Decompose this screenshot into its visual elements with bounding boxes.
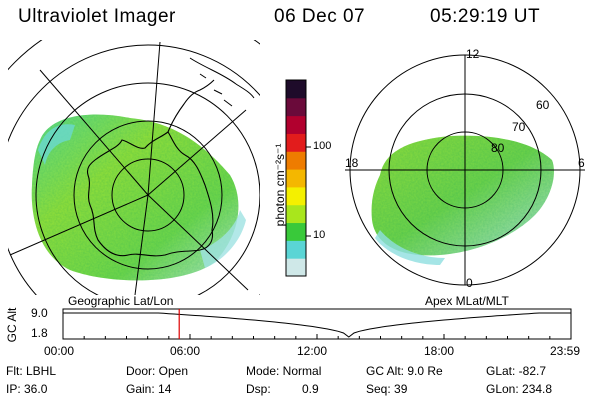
mlt-label-6: 6 (578, 156, 585, 170)
colorbar-band (286, 151, 306, 170)
colorbar-unit-label: photon cm⁻²s⁻¹ (273, 143, 287, 227)
colorbar-band (286, 115, 306, 134)
altitude-plot (62, 308, 572, 340)
time-tick-0600: 06:00 (170, 344, 201, 358)
colorbar-band (286, 186, 306, 206)
colorbar-band (286, 240, 306, 259)
colorbar-tick-100: 100 (313, 140, 332, 152)
time-tick-0000: 00:00 (44, 344, 75, 358)
mlat-label-70: 70 (512, 120, 526, 134)
altitude-ytick-9: 9.0 (31, 306, 48, 320)
colorbar-tick-10: 10 (313, 229, 326, 241)
door-status: Door: Open (126, 364, 189, 378)
colorbar-band (286, 80, 306, 99)
mlat-label-80: 80 (491, 141, 505, 155)
altitude-axis-label: GC Alt (5, 307, 19, 343)
mlt-label-18: 18 (345, 156, 359, 170)
glat-status: GLat: -82.7 (486, 364, 547, 378)
mlt-label-12: 12 (466, 47, 480, 61)
south-america-outline (189, 57, 255, 107)
mode-status: Mode: Normal (246, 364, 322, 378)
antarctica-coastline (86, 131, 214, 257)
gc-alt-status: GC Alt: 9.0 Re (366, 364, 443, 378)
time-tick-1200: 12:00 (297, 344, 328, 358)
magnetic-map (345, 54, 585, 286)
dsp-value: 0.9 (302, 382, 319, 396)
left-panel-caption: Geographic Lat/Lon (68, 294, 174, 308)
colorbar-band (286, 97, 306, 117)
geographic-map (8, 40, 260, 295)
altitude-ytick-1-8: 1.8 (31, 326, 48, 340)
time-tick-2359: 23:59 (550, 344, 581, 358)
filter-status: Flt: LBHL (6, 364, 57, 378)
mlt-label-0: 0 (466, 276, 473, 290)
colorbar-band (286, 133, 306, 152)
colorbar-band (286, 258, 306, 277)
observation-time: 05:29:19 UT (430, 6, 541, 27)
ip-status: IP: 36.0 (6, 382, 48, 396)
longitude-meridians (9, 41, 249, 295)
seq-status: Seq: 39 (366, 382, 408, 396)
antarctic-peninsula (167, 79, 215, 133)
colorbar-band (286, 204, 306, 224)
altitude-curve (63, 312, 571, 338)
colorbar-band (286, 222, 306, 241)
time-tick-1800: 18:00 (424, 344, 455, 358)
colorbar-band (286, 169, 306, 188)
glon-status: GLon: 234.8 (486, 382, 553, 396)
gain-status: Gain: 14 (126, 382, 172, 396)
observation-date: 06 Dec 07 (274, 6, 366, 27)
latitude-circles (8, 40, 260, 295)
mlat-label-60: 60 (536, 98, 550, 112)
instrument-title: Ultraviolet Imager (18, 6, 176, 27)
colorbar (285, 79, 311, 277)
right-panel-caption: Apex MLat/MLT (425, 294, 509, 308)
dsp-label: Dsp: (246, 382, 271, 396)
